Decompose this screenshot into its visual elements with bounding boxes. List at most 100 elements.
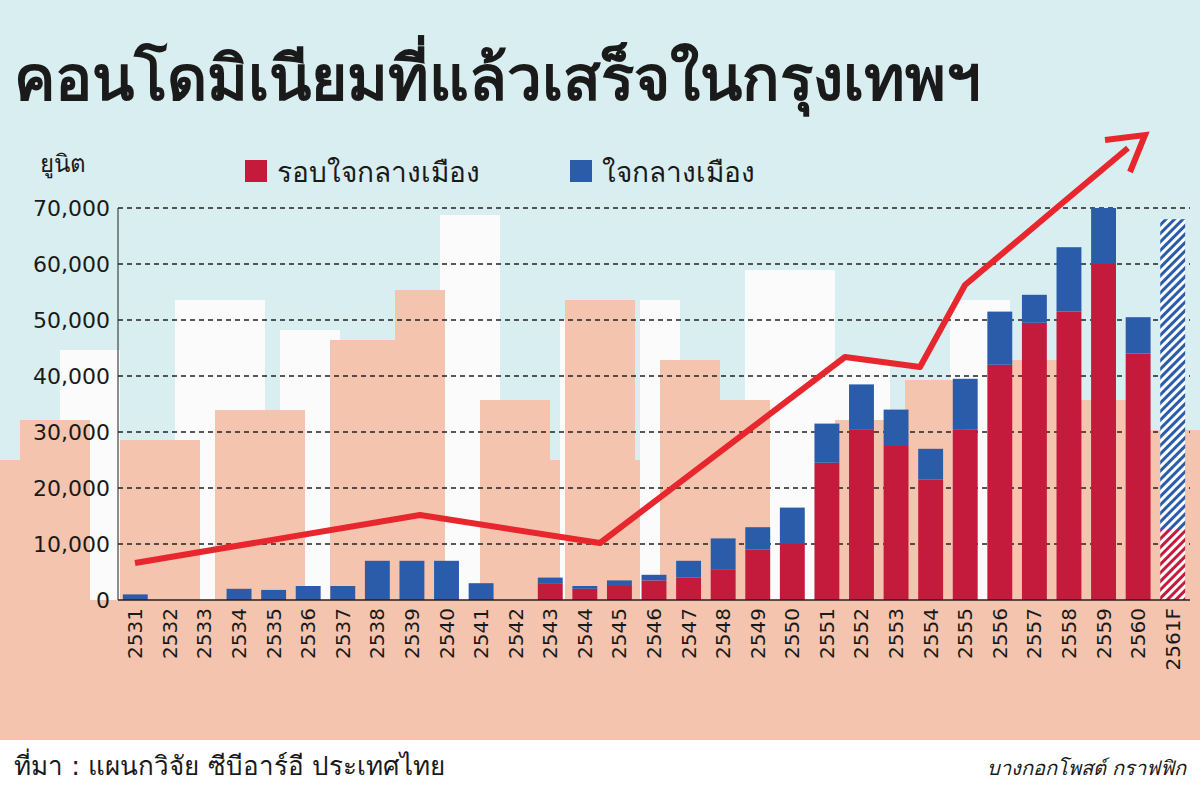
bar-segment <box>296 586 321 600</box>
x-tick-label: 2548 <box>711 608 735 659</box>
bar-segment <box>676 561 701 578</box>
bar-segment <box>1126 354 1151 600</box>
grid-line <box>118 263 1190 264</box>
trend-line <box>135 148 1128 563</box>
x-tick-label: 2558 <box>1057 608 1081 659</box>
x-tick-label: 2539 <box>400 608 424 659</box>
legend-swatch <box>245 160 267 182</box>
bar-segment <box>745 527 770 549</box>
bar-segment <box>1160 219 1185 530</box>
x-tick-label: 2542 <box>504 608 528 659</box>
bar-segment <box>884 446 909 600</box>
bar-segment <box>607 580 632 586</box>
y-tick-label: 30,000 <box>33 420 110 445</box>
bar-segment <box>814 424 839 463</box>
x-tick-label: 2534 <box>227 608 251 659</box>
chart: คอนโดมิเนียมที่แล้วเสร็จในกรุงเทพฯยูนิต ร… <box>0 0 1200 799</box>
source: ที่มา : แผนกวิจัย ซีบีอาร์อี ประเทศไทย <box>14 748 445 781</box>
background <box>0 0 1200 799</box>
x-tick-label: 2554 <box>919 608 943 659</box>
bar-segment <box>399 561 424 600</box>
building <box>480 400 550 600</box>
bar-segment <box>365 561 390 600</box>
footer-bg <box>0 740 1200 799</box>
bar-segment <box>607 586 632 600</box>
building <box>835 420 915 600</box>
bar-segment <box>572 589 597 600</box>
x-tick-label: 2538 <box>365 608 389 659</box>
bar-segment <box>227 589 252 600</box>
x-tick-label: 2555 <box>953 608 977 659</box>
bar-segment <box>261 590 286 600</box>
bar-segment <box>780 508 805 544</box>
x-axis-line <box>118 599 1190 601</box>
x-tick-label: 2559 <box>1092 608 1116 659</box>
bar-segment <box>330 586 355 600</box>
x-tick-label: 2552 <box>849 608 873 659</box>
x-tick-label: 2532 <box>158 608 182 659</box>
legend: รอบใจกลางเมือง ใจกลางเมือง <box>245 156 755 189</box>
bar-segment <box>849 429 874 600</box>
bar-segment <box>572 586 597 589</box>
y-tick-label: 0 <box>96 588 110 613</box>
skyline <box>0 215 1200 740</box>
building <box>565 300 635 600</box>
bar-segment <box>469 583 494 600</box>
x-tick-label: 2557 <box>1022 608 1046 659</box>
building <box>215 410 305 600</box>
y-axis-title: ยูนิต <box>40 150 86 179</box>
bar-segment <box>1057 312 1082 600</box>
y-axis-line <box>118 208 119 600</box>
title: คอนโดมิเนียมที่แล้วเสร็จในกรุงเทพฯ <box>14 35 981 117</box>
bar-segment <box>538 583 563 600</box>
trend-arrowhead <box>1105 135 1145 172</box>
x-tick-label: 2560 <box>1126 608 1150 659</box>
x-tick-label: 2549 <box>746 608 770 659</box>
bar-segment <box>884 410 909 446</box>
x-tick-label: 2561F <box>1161 608 1185 670</box>
x-tick-label: 2531 <box>123 608 147 659</box>
bar-segment <box>1057 247 1082 311</box>
x-tick-label: 2540 <box>435 608 459 659</box>
x-tick-label: 2544 <box>573 608 597 659</box>
x-tick-label: 2546 <box>642 608 666 659</box>
y-tick-label: 60,000 <box>33 252 110 277</box>
y-tick-label: 40,000 <box>33 364 110 389</box>
bar-segment <box>434 561 459 600</box>
bar-segment <box>711 569 736 600</box>
bar-segment <box>1091 208 1116 264</box>
bar-segment <box>1022 295 1047 323</box>
legend-label: รอบใจกลางเมือง <box>277 156 480 189</box>
x-tick-label: 2556 <box>988 608 1012 659</box>
bar-segment <box>918 480 943 600</box>
x-tick-label: 2535 <box>262 608 286 659</box>
bar-segment <box>987 312 1012 365</box>
grid-line <box>118 207 1190 208</box>
bar-segment <box>642 580 667 600</box>
bar-segment <box>849 384 874 429</box>
building <box>120 440 200 600</box>
legend-label: ใจกลางเมือง <box>602 156 755 189</box>
building <box>395 290 445 600</box>
bar-segment <box>676 578 701 600</box>
bar-segment <box>814 463 839 600</box>
x-tick-label: 2533 <box>192 608 216 659</box>
y-tick-label: 50,000 <box>33 308 110 333</box>
y-tick-label: 70,000 <box>33 196 110 221</box>
building <box>330 340 400 600</box>
y-tick-label: 20,000 <box>33 476 110 501</box>
x-tick-label: 2543 <box>538 608 562 659</box>
x-tick-label: 2550 <box>780 608 804 659</box>
x-axis: 2531253225332534253525362537253825392540… <box>123 608 1184 670</box>
trend-arrow <box>135 135 1145 563</box>
x-tick-label: 2553 <box>884 608 908 659</box>
bar-segment <box>780 544 805 600</box>
bar-segment <box>538 578 563 584</box>
building <box>20 420 90 600</box>
x-tick-label: 2547 <box>677 608 701 659</box>
y-tick-label: 10,000 <box>33 532 110 557</box>
x-tick-label: 2545 <box>607 608 631 659</box>
bar-segment <box>987 365 1012 600</box>
bar-segment <box>642 575 667 581</box>
x-tick-label: 2541 <box>469 608 493 659</box>
